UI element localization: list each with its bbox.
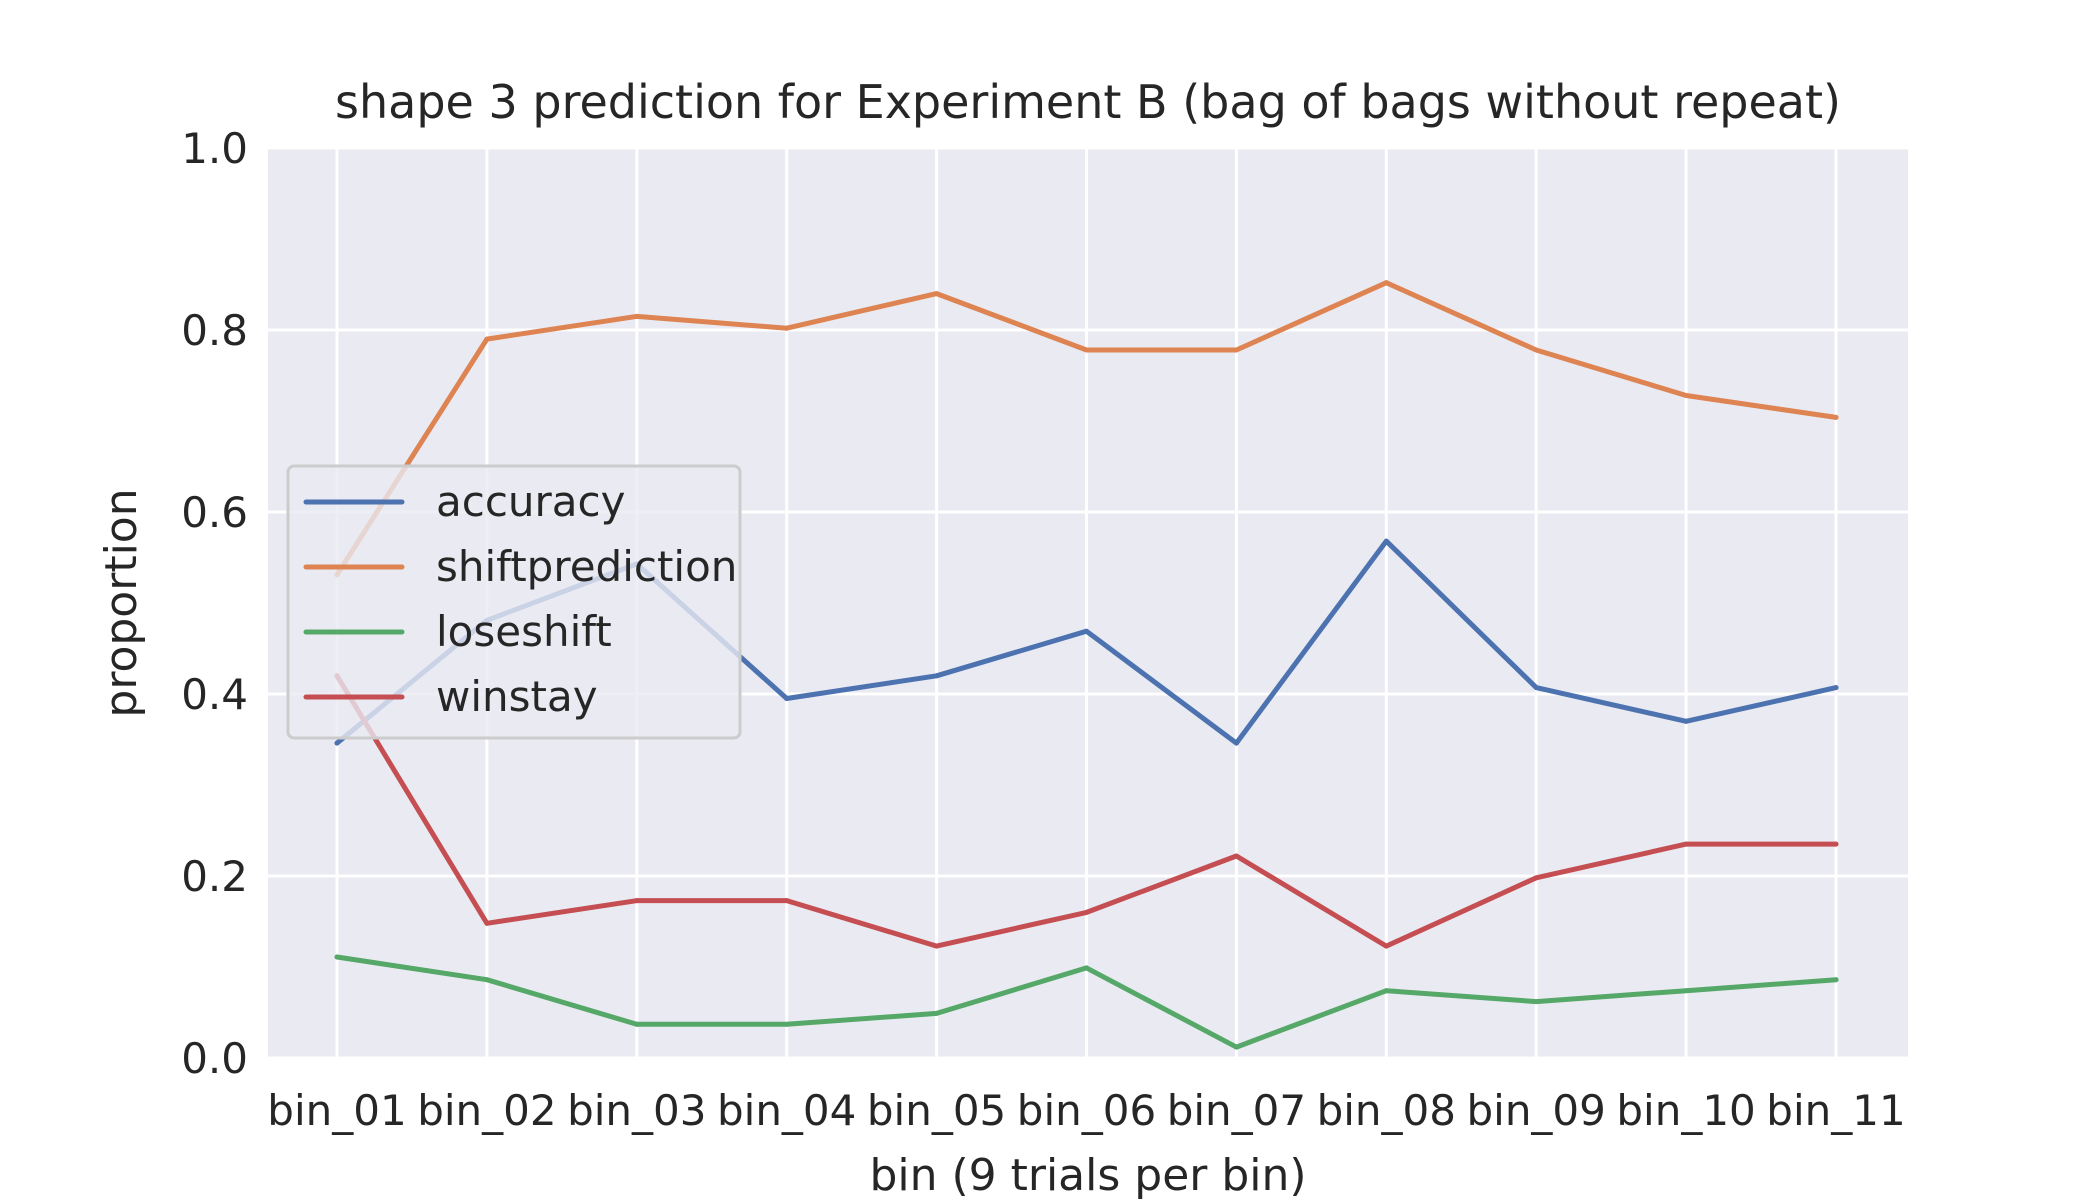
data-point-loseshift — [1084, 965, 1089, 971]
data-point-accuracy — [1833, 685, 1839, 691]
x-tick-label: bin_04 — [717, 1086, 856, 1135]
x-tick-label: bin_10 — [1616, 1086, 1755, 1135]
data-point-winstay — [934, 943, 940, 949]
data-point-loseshift — [934, 1010, 940, 1016]
data-point-loseshift — [784, 1021, 790, 1027]
x-tick-label: bin_01 — [267, 1086, 406, 1135]
x-tick-label: bin_05 — [867, 1086, 1006, 1135]
data-point-winstay — [1533, 875, 1539, 881]
data-point-loseshift — [1533, 999, 1539, 1005]
data-point-shiftprediction — [1233, 347, 1239, 353]
legend-label-accuracy: accuracy — [436, 477, 626, 526]
data-point-winstay — [1084, 909, 1089, 915]
data-point-winstay — [784, 898, 790, 904]
data-point-winstay — [484, 920, 490, 926]
data-point-shiftprediction — [1383, 280, 1389, 286]
data-point-shiftprediction — [484, 336, 490, 342]
legend-label-winstay: winstay — [436, 672, 598, 721]
legend-box — [286, 464, 742, 740]
y-tick-label: 0.2 — [181, 852, 248, 901]
data-point-winstay — [1383, 943, 1389, 949]
data-point-loseshift — [484, 977, 490, 983]
y-axis-label: proportion — [96, 488, 147, 717]
data-point-winstay — [1833, 841, 1839, 847]
data-point-accuracy — [1533, 685, 1539, 691]
legend-label-shiftprediction: shiftprediction — [436, 542, 737, 591]
x-tick-label: bin_11 — [1766, 1086, 1905, 1135]
data-point-loseshift — [1383, 988, 1389, 994]
x-tick-label: bin_02 — [417, 1086, 556, 1135]
x-axis-label: bin (9 trials per bin) — [869, 1150, 1306, 1200]
y-tick-label: 1.0 — [181, 124, 248, 173]
y-axis-ticks: 0.0 0.2 0.4 0.6 0.8 1.0 — [181, 124, 248, 1083]
data-point-accuracy — [1383, 538, 1389, 544]
x-tick-label: bin_06 — [1017, 1086, 1156, 1135]
data-point-loseshift — [1233, 1044, 1239, 1050]
data-point-accuracy — [784, 696, 790, 702]
data-point-accuracy — [1683, 718, 1689, 724]
data-point-accuracy — [934, 673, 940, 679]
y-tick-label: 0.8 — [181, 306, 248, 355]
chart-title: shape 3 prediction for Experiment B (bag… — [335, 75, 1841, 129]
y-tick-label: 0.0 — [181, 1034, 248, 1083]
data-point-accuracy — [1084, 628, 1089, 634]
x-axis-ticks: bin_01 bin_02 bin_03 bin_04 bin_05 bin_06 bin_… — [267, 1086, 1905, 1135]
data-point-shiftprediction — [934, 291, 940, 297]
y-tick-label: 0.6 — [181, 488, 248, 537]
y-tick-label: 0.4 — [181, 670, 248, 719]
legend: accuracy shiftprediction loseshift winstay — [286, 464, 742, 740]
data-point-winstay — [1683, 841, 1689, 847]
x-tick-label: bin_08 — [1317, 1086, 1456, 1135]
data-point-loseshift — [634, 1021, 640, 1027]
x-tick-label: bin_03 — [567, 1086, 706, 1135]
data-point-shiftprediction — [784, 325, 790, 331]
data-point-shiftprediction — [1683, 393, 1689, 399]
data-point-shiftprediction — [1833, 414, 1839, 420]
data-point-shiftprediction — [634, 313, 640, 319]
data-point-winstay — [1233, 853, 1239, 859]
data-point-winstay — [634, 898, 640, 904]
data-point-loseshift — [1833, 977, 1839, 983]
x-tick-label: bin_07 — [1167, 1086, 1306, 1135]
data-point-shiftprediction — [1533, 347, 1539, 353]
legend-label-loseshift: loseshift — [436, 607, 612, 656]
x-tick-label: bin_09 — [1466, 1086, 1605, 1135]
data-point-loseshift — [334, 954, 340, 960]
data-point-loseshift — [1683, 988, 1689, 994]
data-point-shiftprediction — [1084, 347, 1089, 353]
data-point-accuracy — [334, 740, 340, 746]
data-point-accuracy — [1233, 740, 1239, 746]
